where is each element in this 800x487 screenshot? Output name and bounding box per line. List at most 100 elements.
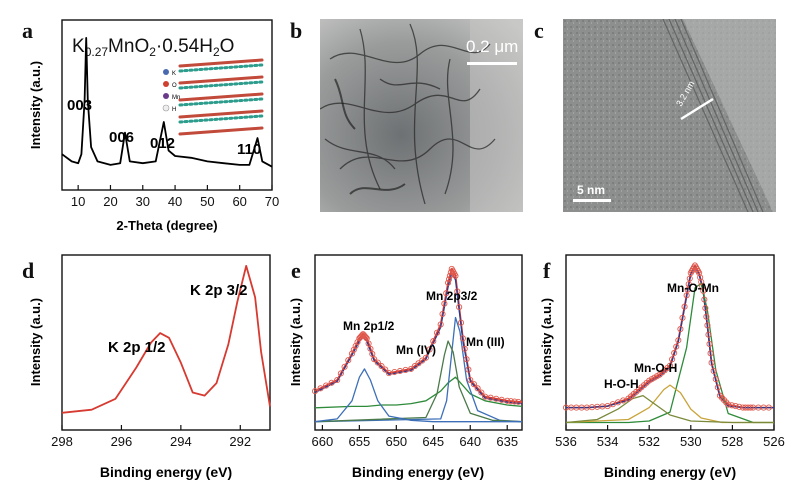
x-axis-label-d: Binding energy (eV) — [100, 464, 232, 480]
data-point-f-9-1 — [684, 286, 691, 293]
data-point-e-15-2 — [474, 385, 481, 392]
data-point-e-17-3 — [515, 398, 522, 405]
x-tick-label-e-4: 640 — [459, 434, 481, 449]
x-tick-label-e-5: 635 — [496, 434, 518, 449]
series-line-f-3 — [565, 384, 774, 424]
data-point-f-14-0 — [704, 322, 711, 329]
panel-letter-a: a — [22, 18, 33, 43]
data-point-e-9-0 — [422, 354, 429, 361]
panel-letter-e: e — [291, 258, 301, 283]
x-tick-label-a-5: 60 — [232, 194, 246, 209]
x-axis-label-e: Binding energy (eV) — [352, 464, 484, 480]
axes-frame-d — [61, 254, 271, 431]
x-axis-label-a: 2-Theta (degree) — [116, 218, 217, 233]
data-point-e-16-0 — [481, 393, 489, 400]
series-line-a-0 — [61, 37, 273, 168]
axes-frame-f — [565, 254, 775, 431]
data-point-f-13-0 — [700, 287, 707, 294]
series-line-e-5 — [314, 368, 522, 423]
x-tick-label-d-0: 298 — [51, 434, 73, 449]
series-line-e-2 — [314, 376, 523, 409]
x-tick-label-f-0: 536 — [555, 434, 577, 449]
data-point-e-15-0 — [467, 376, 474, 384]
panel-letter-b: b — [290, 18, 303, 43]
data-point-e-13-1 — [454, 288, 461, 295]
data-point-e-6-3 — [382, 366, 389, 373]
data-point-e-4-3 — [362, 334, 369, 341]
data-point-e-1-3 — [345, 357, 352, 364]
data-point-e-13-2 — [456, 304, 463, 311]
annotation-mn-o-h: Mn-O-H — [634, 361, 677, 375]
data-point-e-9-2 — [430, 338, 437, 345]
data-point-f-8-2 — [679, 314, 686, 321]
annotation-mn2p12: Mn 2p1/2 — [343, 319, 395, 333]
data-point-e-1-2 — [341, 363, 348, 370]
data-point-f-14-1 — [705, 331, 712, 338]
data-point-f-14-3 — [707, 350, 714, 357]
data-point-f-15-3 — [714, 384, 721, 391]
data-point-e-10-2 — [441, 300, 448, 307]
x-tick-label-e-1: 655 — [349, 434, 371, 449]
peak-label-012: 012 — [150, 135, 175, 152]
data-point-e-13-0 — [452, 272, 459, 279]
peak-label-006: 006 — [109, 129, 134, 146]
y-axis-label-a: Intensity (a.u.) — [28, 61, 43, 149]
data-point-f-18-3 — [747, 404, 754, 411]
data-point-e-9-1 — [426, 346, 433, 353]
series-line-f-2 — [566, 282, 774, 424]
data-point-f-8-0 — [675, 337, 682, 344]
x-tick-label-a-4: 50 — [200, 194, 214, 209]
data-point-e-7-2 — [396, 367, 404, 375]
data-point-e-0-3 — [328, 379, 335, 386]
data-point-e-17-2 — [511, 398, 518, 405]
data-point-e-15-3 — [478, 389, 485, 396]
data-point-e-2-2 — [352, 342, 359, 350]
data-point-e-16-3 — [498, 396, 505, 403]
data-point-f-15-0 — [708, 359, 715, 366]
x-tick-label-a-3: 40 — [168, 194, 182, 209]
data-point-e-6-1 — [374, 359, 381, 366]
data-point-f-15-2 — [712, 376, 719, 383]
x-tick-label-f-4: 528 — [722, 434, 744, 449]
data-point-e-2-0 — [348, 350, 356, 357]
x-tick-label-f-2: 532 — [638, 434, 660, 449]
crystal-structure-inset: K O Mn H — [160, 58, 268, 144]
data-point-e-16-1 — [487, 394, 494, 401]
scale-bar-c — [573, 199, 611, 202]
data-point-f-12-1 — [697, 274, 704, 281]
data-point-f-13-2 — [702, 305, 709, 312]
data-point-e-16-2 — [493, 395, 500, 402]
data-point-e-1-1 — [337, 370, 344, 377]
x-tick-label-a-1: 20 — [103, 194, 117, 209]
data-point-f-9-3 — [686, 275, 693, 282]
x-tick-label-e-3: 645 — [422, 434, 444, 449]
data-point-e-5-3 — [369, 350, 376, 358]
spacing-marker-c — [680, 97, 714, 121]
tem-image-b: 0.2 μm — [320, 19, 523, 212]
data-point-f-2-2 — [614, 399, 622, 406]
data-point-e-17-1 — [507, 398, 514, 405]
x-tick-label-f-1: 534 — [597, 434, 619, 449]
data-point-e-14-1 — [461, 345, 468, 352]
y-axis-label-f: Intensity (a.u.) — [539, 298, 554, 386]
x-tick-label-e-0: 660 — [312, 434, 334, 449]
data-point-f-19-3 — [765, 404, 772, 411]
x-tick-label-d-3: 292 — [229, 434, 251, 449]
data-point-e-5-2 — [367, 345, 374, 352]
panel-letter-f: f — [543, 258, 551, 283]
data-point-f-13-1 — [701, 296, 708, 303]
data-point-e-6-0 — [371, 356, 378, 363]
data-point-e-17-0 — [504, 397, 511, 404]
legend-h: H — [172, 107, 176, 113]
scale-label-c: 5 nm — [577, 183, 605, 197]
data-point-e-5-0 — [363, 335, 370, 342]
annotation-mn-iii: Mn (III) — [466, 335, 505, 349]
data-point-f-13-3 — [703, 313, 710, 320]
data-point-f-2-1 — [609, 401, 616, 408]
data-point-e-10-1 — [439, 310, 446, 318]
data-point-f-8-1 — [677, 325, 684, 333]
axes-frame-e — [314, 254, 523, 431]
